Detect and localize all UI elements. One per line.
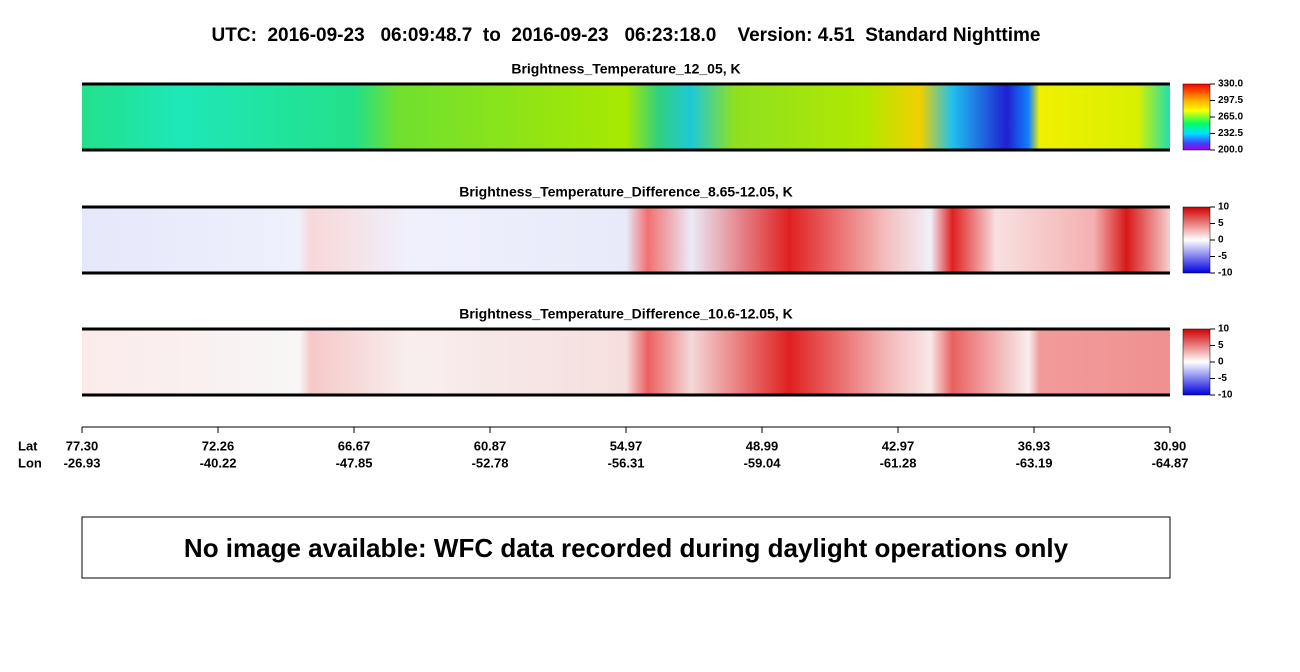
lat-tick-label: 54.97 xyxy=(610,438,643,453)
message: No image available: WFC data recorded du… xyxy=(184,533,1069,563)
colorbar-label: 200.0 xyxy=(1218,145,1243,156)
colorbar-label: 330.0 xyxy=(1218,79,1243,90)
panel-title: Brightness_Temperature_Difference_8.65-1… xyxy=(459,184,793,200)
colorbar-label: 10 xyxy=(1218,202,1230,213)
lat-tick-label: 36.93 xyxy=(1018,438,1051,453)
lon-label: Lon xyxy=(18,455,42,470)
colorbar-label: 265.0 xyxy=(1218,112,1243,123)
panel-title: Brightness_Temperature_Difference_10.6-1… xyxy=(459,306,793,322)
image-strip xyxy=(82,84,1170,150)
lat-tick-label: 48.99 xyxy=(746,438,779,453)
lon-tick-label: -26.93 xyxy=(64,455,101,470)
lat-tick-label: 66.67 xyxy=(338,438,371,453)
colorbar-label: 0 xyxy=(1218,357,1224,368)
colorbar-label: 297.5 xyxy=(1218,95,1243,106)
lat-tick-label: 60.87 xyxy=(474,438,507,453)
colorbar xyxy=(1182,328,1211,396)
lon-tick-label: -47.85 xyxy=(336,455,373,470)
colorbar-label: 5 xyxy=(1218,340,1224,351)
lat-tick-label: 77.30 xyxy=(66,438,99,453)
lat-label: Lat xyxy=(18,438,38,453)
message-box xyxy=(81,516,1171,579)
colorbar-label: -10 xyxy=(1218,390,1233,401)
lon-tick-label: -56.31 xyxy=(608,455,645,470)
lon-tick-label: -63.19 xyxy=(1016,455,1053,470)
colorbar-label: -10 xyxy=(1218,268,1233,279)
lon-tick-label: -59.04 xyxy=(744,455,782,470)
title: UTC: 2016-09-23 06:09:48.7 to 2016-09-23… xyxy=(212,25,1041,46)
lon-tick-label: -64.87 xyxy=(1152,455,1189,470)
lon-tick-label: -40.22 xyxy=(200,455,237,470)
colorbar xyxy=(1182,83,1211,151)
colorbar-label: 232.5 xyxy=(1218,128,1243,139)
lat-tick-label: 42.97 xyxy=(882,438,915,453)
panel-title: Brightness_Temperature_12_05, K xyxy=(511,61,740,77)
colorbar xyxy=(1182,206,1211,274)
colorbar-label: 10 xyxy=(1218,324,1230,335)
colorbar-label: -5 xyxy=(1218,373,1227,384)
lon-tick-label: -61.28 xyxy=(880,455,917,470)
lon-tick-label: -52.78 xyxy=(472,455,509,470)
colorbar-label: 5 xyxy=(1218,218,1224,229)
image-strip xyxy=(82,207,1170,273)
colorbar-label: -5 xyxy=(1218,251,1227,262)
image-strip xyxy=(82,329,1170,395)
colorbar-label: 0 xyxy=(1218,235,1224,246)
lat-tick-label: 72.26 xyxy=(202,438,235,453)
lat-tick-label: 30.90 xyxy=(1154,438,1187,453)
